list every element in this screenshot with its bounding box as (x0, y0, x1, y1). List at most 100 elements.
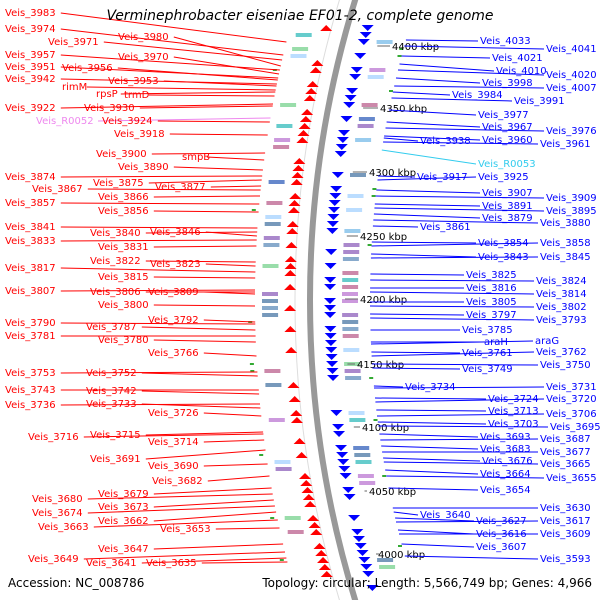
gc-mark (369, 377, 374, 379)
gene-leader-line (371, 241, 477, 244)
forward-gene-mark (311, 60, 324, 66)
gene-label: Veis_3683 (480, 444, 531, 455)
gene-leader-line (404, 45, 545, 50)
annotation-block (342, 299, 358, 303)
annotation-block (342, 313, 359, 317)
gene-label: trmD (124, 90, 150, 101)
gene-label: Veis_3877 (155, 182, 206, 193)
gene-leader-line (391, 97, 513, 102)
gene-label: Veis_3956 (62, 63, 113, 74)
forward-gene-mark (301, 487, 314, 493)
scale-label: 4050 kbp (369, 487, 416, 498)
gene-leader-line (93, 519, 278, 528)
gene-label: Veis_3653 (160, 524, 211, 535)
gene-label: Veis_3900 (96, 149, 147, 160)
gene-leader-line (393, 511, 419, 516)
annotation-block (347, 194, 364, 198)
annotation-block (355, 460, 372, 464)
forward-gene-mark (313, 543, 326, 549)
left-label-layer: Veis_3983 Veis_3974 Veis_3971 Veis_3980 Veis… (5, 8, 288, 569)
gene-label: rimM (62, 82, 87, 93)
gene-leader-line (203, 319, 256, 323)
gene-label: Veis_3609 (540, 529, 591, 540)
forward-gene-mark (304, 501, 317, 507)
gene-label: Veis_3703 (488, 419, 539, 430)
gc-mark (389, 90, 393, 92)
gene-label: Veis_3815 (98, 272, 149, 283)
reverse-gene-mark (325, 354, 338, 360)
gene-leader-line (377, 175, 416, 178)
gene-leader-line (173, 56, 280, 75)
backbone-circle (307, 0, 360, 604)
gene-leader-line (163, 80, 277, 87)
reverse-gene-mark (350, 67, 363, 73)
gene-leader-line (376, 413, 545, 417)
forward-gene-mark (315, 550, 328, 556)
forward-gene-mark (302, 494, 315, 500)
forward-gene-mark (309, 67, 322, 73)
gene-label: Veis_3930 (84, 103, 135, 114)
gene-label: Veis_3749 (462, 364, 513, 375)
forward-gene-mark (299, 473, 312, 479)
gene-label: Veis_3640 (420, 510, 471, 521)
annotation-block (268, 180, 285, 184)
gene-label: Veis_3814 (536, 289, 587, 300)
reverse-gene-mark (326, 228, 339, 234)
forward-gene-mark (286, 221, 299, 227)
gene-leader-line (372, 367, 461, 370)
gene-label: Veis_3797 (466, 310, 517, 321)
reverse-gene-mark (324, 333, 337, 339)
gc-mark (398, 545, 402, 547)
gene-leader-line (153, 210, 259, 213)
reverse-gene-mark (332, 424, 345, 430)
gene-label: rpsP (96, 89, 118, 100)
gene-leader-line (388, 109, 477, 116)
annotation-block (346, 208, 363, 212)
gene-leader-line (141, 403, 261, 409)
annotation-block (284, 516, 301, 520)
forward-gene-mark (300, 480, 313, 486)
annotation-block (342, 285, 359, 289)
gene-label: Veis_3846 (150, 227, 201, 238)
reverse-gene-mark (324, 298, 337, 304)
gene-leader-line (203, 439, 265, 443)
scale-label: 4100 kbp (362, 423, 409, 434)
reverse-gene-mark (336, 452, 349, 458)
reverse-gene-mark (338, 130, 351, 136)
gene-label: Veis_3831 (98, 242, 149, 253)
gc-mark (367, 244, 372, 246)
gene-leader-line (141, 326, 256, 331)
gene-leader-line (376, 409, 487, 412)
gene-leader-line (404, 555, 539, 560)
gene-leader-line (60, 202, 260, 205)
gene-label: Veis_3976 (546, 126, 597, 137)
reverse-gene-mark (326, 221, 339, 227)
gene-label: Veis_3743 (5, 385, 56, 396)
gene-leader-line (378, 425, 549, 428)
gene-leader-line (397, 529, 475, 535)
scale-label: 4300 kbp (369, 168, 416, 179)
gene-label: Veis_3845 (540, 252, 591, 263)
reverse-gene-mark (343, 494, 356, 500)
reverse-gene-mark (326, 368, 339, 374)
gene-leader-line (374, 207, 545, 212)
reverse-gene-mark (324, 312, 337, 318)
gene-label: Veis_3974 (5, 24, 56, 35)
gene-label: Veis_3787 (86, 322, 137, 333)
gene-leader-line (201, 561, 288, 564)
gene-leader-line (60, 54, 280, 71)
gene-leader-line (215, 527, 280, 530)
gene-leader-line (83, 551, 286, 560)
gene-label: Veis_3713 (488, 406, 539, 417)
forward-gene-mark (305, 88, 318, 94)
annotation-block (359, 481, 376, 485)
gene-label: Veis_3942 (5, 74, 56, 85)
gene-leader-line (60, 12, 287, 43)
annotation-block (273, 145, 290, 149)
gene-leader-line (60, 322, 256, 325)
gene-label: Veis_3891 (482, 201, 533, 212)
annotation-block (377, 558, 394, 562)
annotation-block (348, 411, 365, 415)
gene-leader-line (120, 91, 276, 95)
